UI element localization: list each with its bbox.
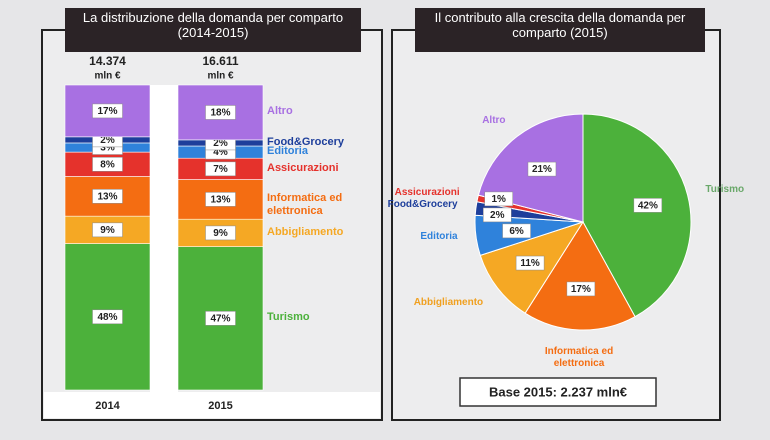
total-label: 16.611 <box>202 54 238 68</box>
value-label: 17% <box>97 106 117 117</box>
value-label-bg <box>92 309 123 325</box>
value-label-bg <box>92 103 123 119</box>
value-label-bg <box>92 157 123 172</box>
category-label-box: Food&Grocery <box>387 199 458 211</box>
value-label-bg <box>527 161 557 177</box>
value-label-bg <box>515 255 545 271</box>
value-label: 47% <box>210 313 230 324</box>
chart-title: Il contributo alla crescita della domand… <box>434 11 686 40</box>
legend-label-box: Abbigliamento <box>267 225 344 238</box>
value-label: 11% <box>520 258 540 269</box>
value-label: 13% <box>210 195 230 206</box>
legend-label-box: Turismo <box>267 311 310 324</box>
category-label: Assicurazioni <box>394 187 460 199</box>
pie-slice <box>582 113 692 318</box>
category-label: Editoria <box>420 230 458 242</box>
value-label-bg <box>205 192 236 207</box>
pie-slice <box>524 221 636 331</box>
value-label: 4% <box>213 147 228 158</box>
value-label: 1% <box>491 194 506 205</box>
category-label-box: Abbigliamento <box>413 297 484 309</box>
category-label-box: Editoria <box>420 230 458 242</box>
footnote-box <box>459 377 657 407</box>
value-label-bg <box>566 281 596 297</box>
total-label: 14.374 <box>89 54 126 68</box>
legend-label-box: Food&Grocery <box>267 135 345 148</box>
category-label: Turismo <box>705 183 745 195</box>
category-label: Food&Grocery <box>387 199 458 211</box>
category-label: Informatica ed elettronica <box>544 346 614 369</box>
value-label: 18% <box>210 108 230 119</box>
value-label: 9% <box>213 228 228 239</box>
legend-label: Informatica ed elettronica <box>267 192 343 218</box>
category-label: Altro <box>482 115 506 127</box>
value-label: 17% <box>571 284 591 295</box>
category-label: Abbigliamento <box>413 297 484 309</box>
bar-gap <box>150 85 178 392</box>
value-label-bg <box>205 105 236 120</box>
legend-label-box: Editoria <box>267 145 308 158</box>
x-tick-label: 2015 <box>208 400 232 412</box>
value-label: 6% <box>509 226 524 237</box>
legend-label: Food&Grocery <box>267 135 345 148</box>
value-label-bg <box>205 225 236 241</box>
category-label-box: Altro <box>482 115 506 127</box>
value-label-bg <box>92 189 123 204</box>
total-unit: mln € <box>207 71 234 82</box>
chart-title: La distribuzione della domanda per compa… <box>82 11 344 40</box>
footnote: Base 2015: 2.237 mln€ <box>489 384 627 399</box>
chart-title-box: Il contributo alla crescita della domand… <box>434 11 686 40</box>
value-label: 7% <box>213 164 228 175</box>
value-label-bg <box>205 161 236 177</box>
legend-label: Editoria <box>267 145 308 158</box>
legend-label: Abbigliamento <box>267 225 344 238</box>
value-label: 8% <box>100 159 115 170</box>
value-label-bg <box>633 198 663 213</box>
value-label: 2% <box>490 210 505 221</box>
value-label-bg <box>484 191 513 207</box>
value-label: 42% <box>638 200 658 211</box>
category-label-box: Assicurazioni <box>394 187 460 199</box>
category-band <box>44 392 380 418</box>
x-tick-label: 2014 <box>95 400 120 412</box>
total-unit: mln € <box>94 71 121 82</box>
left-header <box>65 8 361 52</box>
category-label-box: Informatica ed elettronica <box>544 346 614 369</box>
legend-label: Altro <box>267 105 293 118</box>
value-label: 48% <box>97 312 117 323</box>
legend-label: Assicurazioni <box>267 161 339 174</box>
legend-label: Turismo <box>267 311 310 324</box>
value-label: 13% <box>97 191 117 202</box>
value-label-bg <box>483 207 512 223</box>
value-label: 3% <box>100 143 115 154</box>
value-label-bg <box>205 311 236 326</box>
value-label: 2% <box>213 138 228 149</box>
value-label-bg <box>502 223 531 239</box>
legend-label-box: Altro <box>267 105 293 118</box>
value-label: 9% <box>100 225 115 236</box>
value-label: 21% <box>532 164 552 175</box>
value-label-bg <box>92 222 123 238</box>
legend-label-box: Assicurazioni <box>267 161 339 174</box>
right-header <box>415 8 705 52</box>
category-label-box: Turismo <box>705 183 745 195</box>
legend-label-box: Informatica ed elettronica <box>267 192 343 218</box>
chart-title-box: La distribuzione della domanda per compa… <box>82 11 344 40</box>
value-label: 2% <box>100 135 115 146</box>
